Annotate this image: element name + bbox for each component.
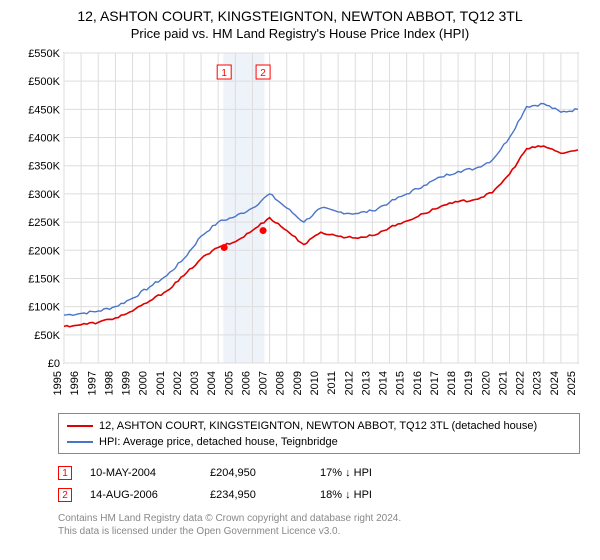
svg-text:£500K: £500K [28, 76, 60, 88]
svg-text:2: 2 [260, 68, 266, 79]
svg-text:2000: 2000 [138, 371, 150, 395]
sale-point-marker: 2 [58, 488, 72, 502]
svg-text:2001: 2001 [155, 371, 167, 395]
svg-text:2022: 2022 [515, 371, 527, 395]
svg-text:1997: 1997 [86, 371, 98, 395]
svg-text:2015: 2015 [395, 371, 407, 395]
svg-text:2011: 2011 [326, 371, 338, 395]
footer-line-1: Contains HM Land Registry data © Crown c… [58, 512, 586, 525]
chart-area: £0 £50K £100K £150K £200K £250K £300K £350K £400… [16, 47, 586, 407]
legend-color-line [67, 441, 93, 443]
sale-point-price: £234,950 [210, 489, 320, 501]
svg-text:2021: 2021 [497, 371, 509, 395]
svg-text:2012: 2012 [343, 371, 355, 395]
svg-text:2025: 2025 [566, 371, 578, 395]
legend: 12, ASHTON COURT, KINGSTEIGNTON, NEWTON … [58, 413, 580, 454]
svg-text:£150K: £150K [28, 273, 60, 285]
footer-line-2: This data is licensed under the Open Gov… [58, 525, 586, 538]
legend-row: HPI: Average price, detached house, Teig… [67, 434, 571, 450]
svg-text:2004: 2004 [206, 371, 218, 395]
sale-point-pct: 18% ↓ HPI [320, 489, 440, 501]
line-chart: £0 £50K £100K £150K £200K £250K £300K £350K £400… [16, 47, 586, 407]
svg-text:2014: 2014 [378, 371, 390, 395]
svg-text:£50K: £50K [34, 330, 60, 342]
sale-point-pct: 17% ↓ HPI [320, 467, 440, 479]
svg-text:£100K: £100K [28, 302, 60, 314]
svg-text:1995: 1995 [52, 371, 64, 395]
sale-points-table: 1 10-MAY-2004£204,95017% ↓ HPI 2 14-AUG-200… [58, 462, 586, 506]
sale-point-row: 1 10-MAY-2004£204,95017% ↓ HPI [58, 462, 586, 484]
sale-point-date: 10-MAY-2004 [90, 467, 210, 479]
svg-text:2003: 2003 [189, 371, 201, 395]
svg-text:£250K: £250K [28, 217, 60, 229]
svg-text:£550K: £550K [28, 48, 60, 60]
svg-text:1999: 1999 [121, 371, 133, 395]
chart-container: 12, ASHTON COURT, KINGSTEIGNTON, NEWTON … [0, 0, 600, 560]
svg-text:2018: 2018 [446, 371, 458, 395]
svg-text:2010: 2010 [309, 371, 321, 395]
sale-point-price: £204,950 [210, 467, 320, 479]
sale-point-date: 14-AUG-2006 [90, 489, 210, 501]
svg-text:£300K: £300K [28, 189, 60, 201]
svg-text:2002: 2002 [172, 371, 184, 395]
svg-text:2005: 2005 [223, 371, 235, 395]
svg-text:2019: 2019 [463, 371, 475, 395]
svg-text:1998: 1998 [103, 371, 115, 395]
svg-text:2013: 2013 [360, 371, 372, 395]
svg-text:2023: 2023 [532, 371, 544, 395]
svg-text:£350K: £350K [28, 161, 60, 173]
svg-text:£200K: £200K [28, 245, 60, 257]
svg-text:2016: 2016 [412, 371, 424, 395]
legend-label: 12, ASHTON COURT, KINGSTEIGNTON, NEWTON … [99, 420, 537, 432]
svg-text:2007: 2007 [258, 371, 270, 395]
svg-text:2017: 2017 [429, 371, 441, 395]
svg-text:2008: 2008 [275, 371, 287, 395]
svg-text:2006: 2006 [240, 371, 252, 395]
svg-text:1996: 1996 [69, 371, 81, 395]
svg-text:2024: 2024 [549, 371, 561, 395]
svg-text:£450K: £450K [28, 104, 60, 116]
chart-subtitle: Price paid vs. HM Land Registry's House … [14, 26, 586, 41]
svg-text:2020: 2020 [480, 371, 492, 395]
legend-color-line [67, 425, 93, 427]
chart-title: 12, ASHTON COURT, KINGSTEIGNTON, NEWTON … [14, 8, 586, 24]
svg-text:1: 1 [221, 68, 227, 79]
footer-text: Contains HM Land Registry data © Crown c… [58, 512, 586, 538]
svg-text:2009: 2009 [292, 371, 304, 395]
sale-point-marker: 1 [58, 466, 72, 480]
legend-row: 12, ASHTON COURT, KINGSTEIGNTON, NEWTON … [67, 418, 571, 434]
sale-point-row: 2 14-AUG-2006£234,95018% ↓ HPI [58, 484, 586, 506]
svg-text:£0: £0 [48, 358, 60, 370]
svg-text:£400K: £400K [28, 133, 60, 145]
legend-label: HPI: Average price, detached house, Teig… [99, 436, 338, 448]
